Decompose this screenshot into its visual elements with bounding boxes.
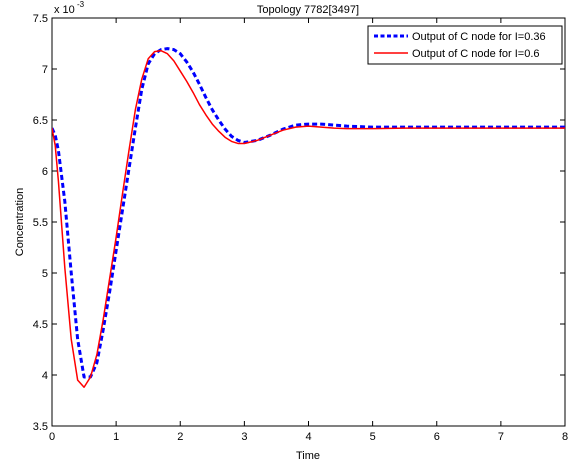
legend: Output of C node for I=0.36 Output of C … xyxy=(367,25,563,65)
y-exponent-power: -3 xyxy=(77,0,85,9)
y-tick-label: 5.5 xyxy=(33,217,48,229)
y-tick-label: 4.5 xyxy=(33,319,48,331)
x-tick-label: 2 xyxy=(177,431,183,443)
series-line-1 xyxy=(52,49,565,388)
x-tick-label: 1 xyxy=(113,431,119,443)
y-axis-label: Concentration xyxy=(14,188,26,257)
x-tick-label: 4 xyxy=(305,431,311,443)
y-tick-label: 7 xyxy=(42,64,48,76)
x-tick-label: 3 xyxy=(241,431,247,443)
y-tick-label: 5 xyxy=(42,268,48,280)
y-tick-label: 4 xyxy=(42,370,48,382)
legend-box xyxy=(367,25,563,65)
plot-area xyxy=(51,17,566,427)
y-exponent-base: x 10 xyxy=(54,4,75,16)
y-exponent: x 10 -3 xyxy=(54,0,85,16)
x-tick-label: 0 xyxy=(49,431,55,443)
x-tick-label: 8 xyxy=(562,431,568,443)
y-tick-label: 6 xyxy=(42,166,48,178)
ticks-layer: 0 1 2 3 4 5 6 7 8 3.5 4 4.5 5 5.5 6 6.5 7 7.5 xyxy=(33,13,568,443)
y-tick-label: 3.5 xyxy=(33,421,48,433)
y-tick-label: 6.5 xyxy=(33,115,48,127)
legend-entry-1: Output of C node for I=0.6 xyxy=(412,48,540,60)
x-tick-label: 6 xyxy=(434,431,440,443)
x-tick-label: 7 xyxy=(498,431,504,443)
chart-title: Topology 7782[3497] xyxy=(257,4,359,16)
x-axis-label: Time xyxy=(296,450,320,462)
x-tick-label: 5 xyxy=(370,431,376,443)
series-layer xyxy=(52,47,565,388)
y-tick-label: 7.5 xyxy=(33,13,48,25)
legend-entry-0: Output of C node for I=0.36 xyxy=(412,31,546,43)
